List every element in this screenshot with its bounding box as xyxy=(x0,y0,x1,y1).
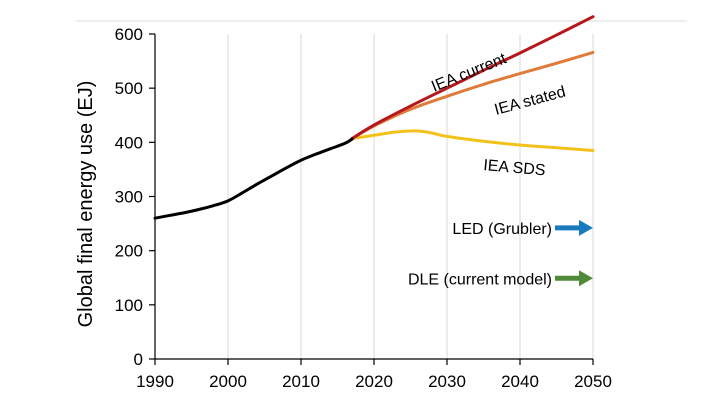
x-tick-label-1990: 1990 xyxy=(136,372,174,391)
y-tick-label-300: 300 xyxy=(115,188,143,207)
x-tick-label-2030: 2030 xyxy=(428,372,466,391)
x-tick-label-2040: 2040 xyxy=(501,372,539,391)
y-tick-label-0: 0 xyxy=(134,350,143,369)
series-label-iea-stated: IEA stated xyxy=(493,84,568,119)
y-tick-label-500: 500 xyxy=(115,79,143,98)
series-lines xyxy=(153,15,595,220)
x-tick-label-2050: 2050 xyxy=(574,372,612,391)
x-tick-label-2000: 2000 xyxy=(209,372,247,391)
series-line-iea-sds xyxy=(350,129,595,152)
grid xyxy=(227,34,594,359)
x-tick-label-2010: 2010 xyxy=(282,372,320,391)
x-tick-label-2020: 2020 xyxy=(355,372,393,391)
arrow-head-1 xyxy=(579,270,593,287)
series-line-iea-current xyxy=(350,15,595,141)
y-tick-label-200: 200 xyxy=(115,242,143,261)
series-label-iea-sds: IEA SDS xyxy=(483,157,546,179)
arrow-label-dle: DLE (current model) xyxy=(408,271,552,288)
tick-labels: 0 100 200 300 400 500 600 1990 2000 2010 2020 2030 2… xyxy=(115,25,612,391)
arrow-label-led: LED (Grubler) xyxy=(452,221,552,238)
y-axis-title: Global final energy use (EJ) xyxy=(75,81,97,328)
y-tick-label-400: 400 xyxy=(115,133,143,152)
y-tick-label-600: 600 xyxy=(115,25,143,44)
series-labels: IEA current IEA stated IEA SDS xyxy=(429,50,567,179)
series-line-historical xyxy=(153,137,354,220)
arrow-head-0 xyxy=(579,219,593,236)
arrows: LED (Grubler) DLE (current model) xyxy=(408,219,593,288)
y-tick-label-100: 100 xyxy=(115,296,143,315)
